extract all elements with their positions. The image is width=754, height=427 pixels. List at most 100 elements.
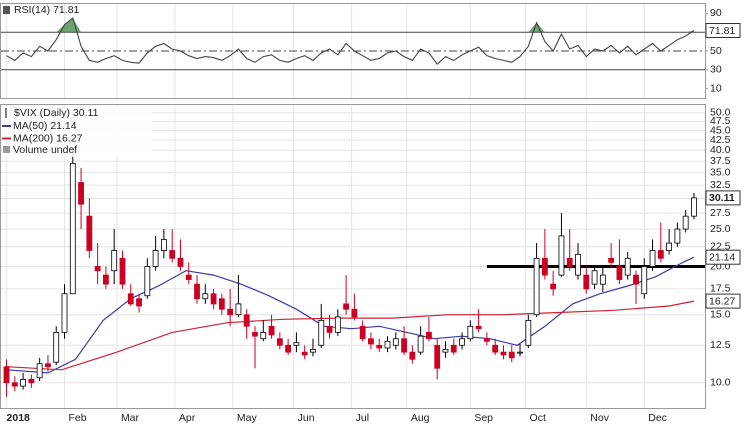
x-tick-label: Aug [411, 412, 430, 424]
price-title: $VIX (Daily) 30.11 [14, 107, 99, 119]
rsi-icon [3, 6, 10, 14]
candle-body [103, 274, 109, 285]
x-tick-label: Mar [121, 412, 140, 424]
y-tick-label: 15.0 [710, 309, 731, 321]
candle-body [310, 348, 316, 353]
candle-body [541, 257, 548, 276]
candle-body [334, 316, 341, 333]
candle-body [392, 338, 399, 346]
candle-body [666, 242, 673, 251]
candle-body [218, 298, 225, 310]
candle-body [691, 197, 697, 217]
candle-body [177, 257, 184, 267]
candle-body [508, 351, 515, 359]
candle-body [376, 344, 383, 349]
candle-body [185, 274, 192, 280]
candle-body [368, 338, 374, 345]
x-tick-label: Nov [590, 412, 609, 424]
candle-body [682, 215, 689, 230]
candle-body [61, 293, 68, 333]
candle-body [53, 331, 60, 363]
y-tick-label: 32.5 [710, 179, 731, 191]
last-value-box [705, 190, 741, 206]
candle-body [401, 338, 407, 353]
candle-body [276, 338, 283, 346]
candle-body [550, 283, 557, 290]
candle-body [285, 344, 292, 353]
candle-body [78, 182, 84, 205]
candle-body [608, 257, 615, 263]
candle-body [343, 303, 349, 310]
candle-body [517, 351, 523, 354]
volume-legend: Volume undef [13, 144, 77, 156]
candle-body [583, 274, 590, 290]
y-tick-label: 50.0 [710, 107, 731, 119]
candle-body [3, 366, 10, 384]
y-tick-label: 47.5 [710, 115, 731, 127]
overbought-area [6, 18, 694, 33]
x-tick-label: Feb [68, 412, 86, 424]
candle-body [409, 351, 416, 360]
y-tick-label: 42.5 [710, 134, 731, 146]
rsi-line [6, 17, 695, 66]
candle-body [136, 298, 142, 307]
candle-body [417, 335, 424, 353]
candle-body [624, 257, 631, 276]
x-tick-label: May [237, 412, 258, 424]
candle-body [127, 293, 134, 305]
y-tick-label: 12.5 [710, 339, 731, 351]
candle-body [591, 270, 598, 285]
y-tick-label: 27.5 [710, 207, 731, 219]
candle-body [111, 250, 118, 272]
candle-body [641, 266, 648, 295]
y-tick-label: 37.5 [710, 155, 731, 167]
candle-body [160, 239, 167, 251]
candle-body [492, 344, 499, 353]
candle-body [674, 228, 681, 244]
legend-label: MA(50) 21.14 [13, 120, 77, 132]
y-tick-label: 17.5 [710, 283, 731, 295]
y-tick-label: 90 [710, 7, 722, 19]
candle-body [384, 340, 391, 349]
candle-body [144, 266, 151, 297]
candle-body [202, 293, 209, 300]
candle-body [28, 378, 35, 384]
candle-body [616, 266, 623, 280]
candle-body [326, 325, 333, 333]
candle-body [36, 363, 43, 379]
last-value-box [705, 293, 741, 309]
candle-body [301, 351, 308, 356]
moving-average [6, 300, 695, 371]
y-tick-label: 10.0 [710, 376, 731, 388]
candle-body [566, 257, 573, 267]
candle-body [657, 250, 664, 259]
candle-body [649, 250, 656, 267]
x-tick-label: Jun [298, 412, 315, 424]
candle-body [194, 283, 200, 300]
candle-body [500, 351, 507, 356]
last-value-label: 71.81 [709, 25, 735, 37]
candle-body [227, 308, 234, 316]
candle-body [210, 293, 217, 305]
candle-body [318, 320, 325, 346]
candle-body [260, 331, 267, 340]
candle-body [252, 331, 258, 337]
candle-body [525, 320, 532, 346]
candle-body [45, 363, 51, 368]
candle-body [268, 325, 275, 336]
last-value-label: 16.27 [709, 295, 735, 307]
last-value-box [705, 249, 741, 265]
candle-body [20, 378, 26, 387]
candle-body [459, 338, 465, 346]
candle-body [152, 250, 159, 267]
last-value-box [705, 22, 741, 38]
y-tick-label: 35.0 [710, 166, 731, 178]
candle-body [293, 342, 300, 346]
candle-body [359, 325, 366, 340]
legend-label: MA(200) 16.27 [13, 132, 83, 144]
last-value-label: 21.14 [709, 251, 735, 263]
x-tick-label: 2018 [7, 412, 31, 424]
x-tick-label: Apr [179, 412, 196, 424]
y-tick-label: 40.0 [710, 144, 731, 156]
